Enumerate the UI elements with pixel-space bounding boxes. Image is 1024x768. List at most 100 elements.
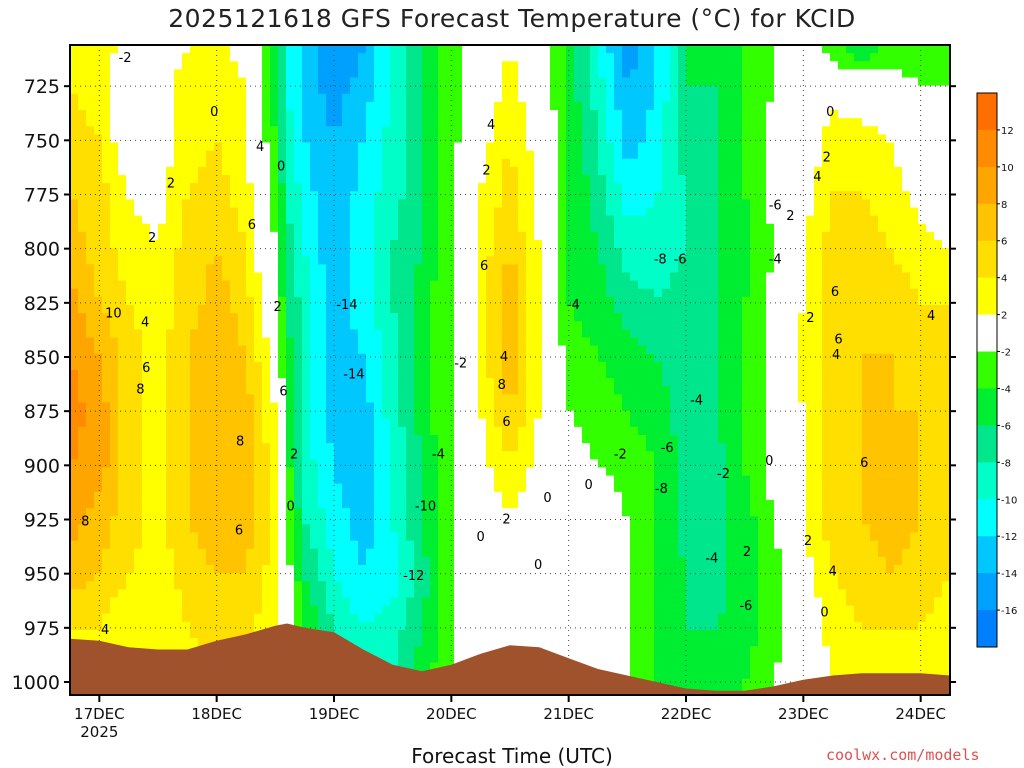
temperature-cell xyxy=(70,321,79,330)
temperature-cell xyxy=(150,207,159,217)
temperature-cell xyxy=(358,305,367,314)
temperature-cell xyxy=(86,248,95,257)
temperature-cell xyxy=(150,183,159,192)
temperature-cell xyxy=(702,69,711,79)
temperature-cell xyxy=(326,199,335,209)
temperature-cell xyxy=(446,231,455,241)
temperature-cell xyxy=(70,215,79,225)
temperature-cell xyxy=(438,191,447,200)
temperature-cell xyxy=(470,337,479,347)
temperature-cell xyxy=(446,264,455,274)
temperature-cell xyxy=(238,394,247,404)
temperature-cell xyxy=(414,264,423,274)
temperature-cell xyxy=(446,313,455,322)
temperature-cell xyxy=(342,61,351,70)
temperature-cell xyxy=(662,183,671,192)
temperature-cell xyxy=(894,191,903,200)
temperature-cell xyxy=(870,361,879,371)
temperature-cell xyxy=(102,280,111,290)
temperature-cell xyxy=(894,110,903,119)
temperature-cell xyxy=(726,402,735,412)
temperature-cell xyxy=(182,150,191,160)
temperature-cell xyxy=(390,256,399,265)
temperature-cell xyxy=(358,93,367,103)
temperature-cell xyxy=(294,134,303,144)
temperature-cell xyxy=(190,313,199,322)
temperature-cell xyxy=(694,280,703,290)
temperature-cell xyxy=(774,183,783,192)
temperature-cell xyxy=(278,77,287,87)
temperature-cell xyxy=(70,240,79,249)
temperature-cell xyxy=(238,110,247,119)
temperature-cell xyxy=(526,353,535,363)
temperature-cell xyxy=(398,240,407,249)
temperature-cell xyxy=(726,110,735,119)
temperature-cell xyxy=(358,280,367,290)
temperature-cell xyxy=(478,280,487,290)
temperature-cell xyxy=(246,410,255,420)
temperature-cell xyxy=(870,272,879,282)
temperature-cell xyxy=(622,361,631,371)
temperature-cell xyxy=(798,69,807,79)
temperature-cell xyxy=(902,394,911,404)
temperature-cell xyxy=(566,175,575,184)
temperature-cell xyxy=(318,370,327,379)
temperature-cell xyxy=(598,329,607,339)
temperature-cell xyxy=(870,402,879,412)
temperature-cell xyxy=(366,386,375,395)
temperature-cell xyxy=(838,280,847,290)
temperature-cell xyxy=(782,386,791,395)
temperature-cell xyxy=(502,134,511,144)
temperature-cell xyxy=(454,69,463,79)
temperature-cell xyxy=(710,150,719,160)
temperature-cell xyxy=(702,305,711,314)
temperature-cell xyxy=(462,394,471,404)
temperature-cell xyxy=(166,264,175,274)
temperature-cell xyxy=(438,272,447,282)
temperature-cell xyxy=(782,101,791,111)
temperature-cell xyxy=(486,61,495,70)
temperature-cell xyxy=(790,110,799,119)
temperature-cell xyxy=(486,394,495,404)
temperature-cell xyxy=(102,61,111,70)
temperature-cell xyxy=(262,402,271,412)
temperature-cell xyxy=(558,296,567,306)
temperature-cell xyxy=(414,45,423,54)
temperature-cell xyxy=(630,61,639,70)
temperature-cell xyxy=(414,288,423,298)
temperature-cell xyxy=(822,77,831,87)
temperature-cell xyxy=(454,345,463,355)
temperature-cell xyxy=(246,61,255,70)
temperature-cell xyxy=(886,272,895,282)
temperature-cell xyxy=(662,321,671,330)
temperature-cell xyxy=(406,402,415,412)
temperature-cell xyxy=(686,386,695,395)
temperature-cell xyxy=(550,142,559,152)
temperature-cell xyxy=(942,158,950,168)
temperature-cell xyxy=(278,329,287,339)
temperature-cell xyxy=(734,353,743,363)
temperature-cell xyxy=(742,150,751,160)
temperature-cell xyxy=(718,240,727,249)
temperature-cell xyxy=(782,231,791,241)
temperature-cell xyxy=(342,410,351,420)
temperature-cell xyxy=(150,353,159,363)
temperature-cell xyxy=(718,53,727,62)
temperature-cell xyxy=(438,61,447,70)
temperature-cell xyxy=(254,183,263,192)
temperature-cell xyxy=(598,248,607,257)
temperature-cell xyxy=(430,126,439,135)
temperature-cell xyxy=(630,378,639,387)
temperature-cell xyxy=(358,199,367,209)
temperature-cell xyxy=(454,191,463,200)
temperature-cell xyxy=(702,378,711,387)
temperature-cell xyxy=(430,93,439,103)
temperature-cell xyxy=(798,394,807,404)
temperature-cell xyxy=(614,329,623,339)
temperature-cell xyxy=(190,240,199,249)
temperature-cell xyxy=(574,166,583,176)
temperature-cell xyxy=(646,45,655,54)
temperature-cell xyxy=(462,264,471,274)
temperature-cell xyxy=(382,69,391,79)
temperature-cell xyxy=(398,402,407,412)
